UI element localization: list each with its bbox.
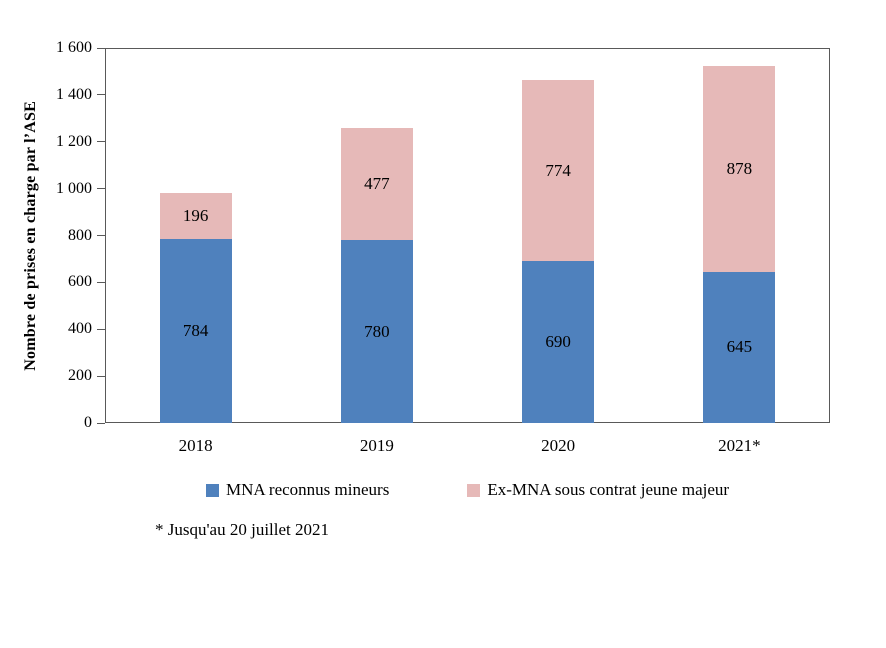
bar-value-label: 780 bbox=[364, 321, 390, 341]
legend-item: Ex-MNA sous contrat jeune majeur bbox=[467, 480, 729, 500]
y-axis-tick bbox=[97, 94, 105, 96]
bar-value-label: 196 bbox=[182, 206, 209, 226]
bar-value-label: 878 bbox=[726, 158, 753, 178]
x-axis-label: 2021* bbox=[718, 436, 761, 455]
y-axis-tick bbox=[97, 281, 105, 283]
bar-value-label: 774 bbox=[545, 160, 571, 180]
x-axis-label: 2018 bbox=[178, 436, 213, 455]
y-axis-tick-label: 1 200 bbox=[56, 132, 92, 150]
y-axis-tick-label: 0 bbox=[84, 414, 92, 431]
legend-label: MNA reconnus mineurs bbox=[225, 480, 390, 499]
y-axis-tick-label: 1 400 bbox=[56, 85, 92, 103]
y-axis-tick-label: 1 600 bbox=[56, 39, 92, 56]
y-axis-tick bbox=[97, 375, 105, 377]
y-axis-tick bbox=[97, 328, 105, 330]
y-axis-tick-label: 600 bbox=[68, 273, 92, 291]
x-axis-label: 2020 bbox=[541, 436, 576, 455]
y-axis-tick bbox=[97, 141, 105, 143]
y-axis-tick bbox=[97, 422, 105, 424]
legend: MNA reconnus mineurs Ex-MNA sous contrat … bbox=[105, 480, 830, 500]
bar-value-label: 690 bbox=[545, 332, 571, 352]
y-axis-tick bbox=[97, 188, 105, 190]
legend-swatch bbox=[205, 483, 219, 497]
bar-segment: 878 bbox=[703, 66, 776, 272]
bar-segment: 784 bbox=[159, 239, 232, 423]
legend-item: MNA reconnus mineurs bbox=[205, 480, 390, 500]
bar-segment: 196 bbox=[159, 193, 232, 240]
bar-segment: 477 bbox=[340, 128, 413, 241]
bar-segment: 645 bbox=[703, 271, 776, 423]
bar-segment: 690 bbox=[522, 261, 595, 423]
y-axis-tick-label: 1 000 bbox=[56, 179, 92, 197]
bar-value-label: 645 bbox=[726, 337, 753, 357]
bar-segment: 780 bbox=[340, 240, 413, 423]
y-axis-tick bbox=[97, 47, 105, 49]
y-axis-tick-label: 400 bbox=[68, 320, 92, 338]
y-axis-tick-label: 800 bbox=[68, 226, 92, 244]
y-axis-tick-label: 200 bbox=[68, 367, 92, 385]
bar-value-label: 477 bbox=[364, 174, 390, 194]
footnote: * Jusqu'au 20 juillet 2021 bbox=[155, 520, 330, 539]
bar-value-label: 784 bbox=[182, 321, 209, 341]
y-axis-tick bbox=[97, 235, 105, 236]
legend-label: Ex-MNA sous contrat jeune majeur bbox=[487, 480, 730, 499]
legend-swatch bbox=[467, 483, 481, 497]
bar-segment: 774 bbox=[522, 79, 595, 262]
x-axis-label: 2019 bbox=[359, 436, 394, 455]
